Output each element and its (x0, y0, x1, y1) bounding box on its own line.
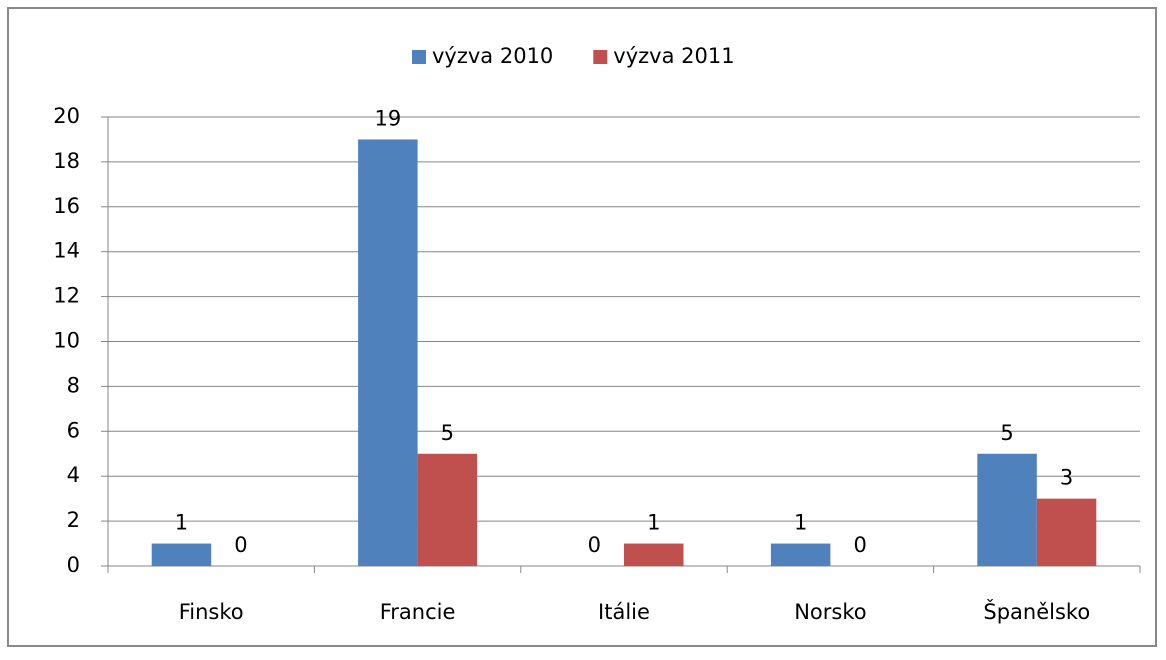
bar (770, 543, 831, 566)
data-label: 5 (1000, 421, 1013, 445)
data-label: 0 (234, 533, 247, 557)
x-tick-label: Norsko (794, 600, 866, 624)
bar (417, 453, 478, 566)
x-tick-label: Itálie (598, 600, 650, 624)
y-tick-label: 16 (53, 194, 80, 218)
y-tick-label: 14 (53, 239, 80, 263)
data-label: 0 (853, 533, 866, 557)
bar (1036, 498, 1097, 566)
y-tick-label: 2 (67, 508, 80, 532)
chart-border (7, 7, 1157, 647)
bar (358, 139, 418, 566)
data-label: 1 (175, 511, 188, 535)
y-tick-label: 20 (53, 104, 80, 128)
y-tick-label: 10 (53, 329, 80, 353)
data-label: 1 (794, 511, 807, 535)
y-tick-label: 18 (53, 149, 80, 173)
x-tick-label: Španělsko (983, 599, 1090, 624)
y-tick-label: 0 (67, 553, 80, 577)
legend-swatch (593, 50, 608, 64)
data-label: 5 (441, 421, 454, 445)
bar (977, 453, 1037, 566)
data-label: 3 (1060, 466, 1073, 490)
bar (624, 543, 684, 566)
data-label: 1 (647, 511, 660, 535)
x-tick-label: Francie (380, 600, 456, 624)
legend-swatch (412, 50, 426, 64)
y-tick-label: 6 (67, 418, 80, 442)
legend-label: výzva 2010 (432, 44, 553, 68)
bar (151, 543, 212, 566)
y-tick-label: 8 (67, 373, 80, 397)
y-tick-label: 12 (53, 284, 80, 308)
legend-label: výzva 2011 (613, 44, 734, 68)
y-tick-label: 4 (67, 463, 80, 487)
x-tick-label: Finsko (179, 600, 244, 624)
data-label: 0 (588, 533, 601, 557)
data-label: 19 (374, 106, 401, 130)
